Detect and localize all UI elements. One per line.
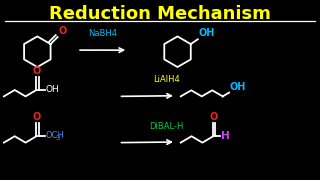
Text: O: O [59, 26, 67, 36]
Text: Reduction Mechanism: Reduction Mechanism [49, 5, 271, 23]
Text: H: H [221, 131, 230, 141]
Text: O: O [209, 112, 218, 122]
Text: DiBAL-H: DiBAL-H [149, 122, 184, 130]
Text: OH: OH [230, 82, 246, 92]
Text: OH: OH [198, 28, 215, 38]
Text: OH: OH [46, 85, 60, 94]
Text: O: O [33, 112, 41, 122]
Text: O: O [33, 66, 41, 76]
Text: NaBH4: NaBH4 [88, 29, 117, 38]
Text: 3: 3 [55, 136, 60, 141]
Text: LiAlH4: LiAlH4 [153, 75, 180, 84]
Text: OCH: OCH [46, 131, 65, 140]
